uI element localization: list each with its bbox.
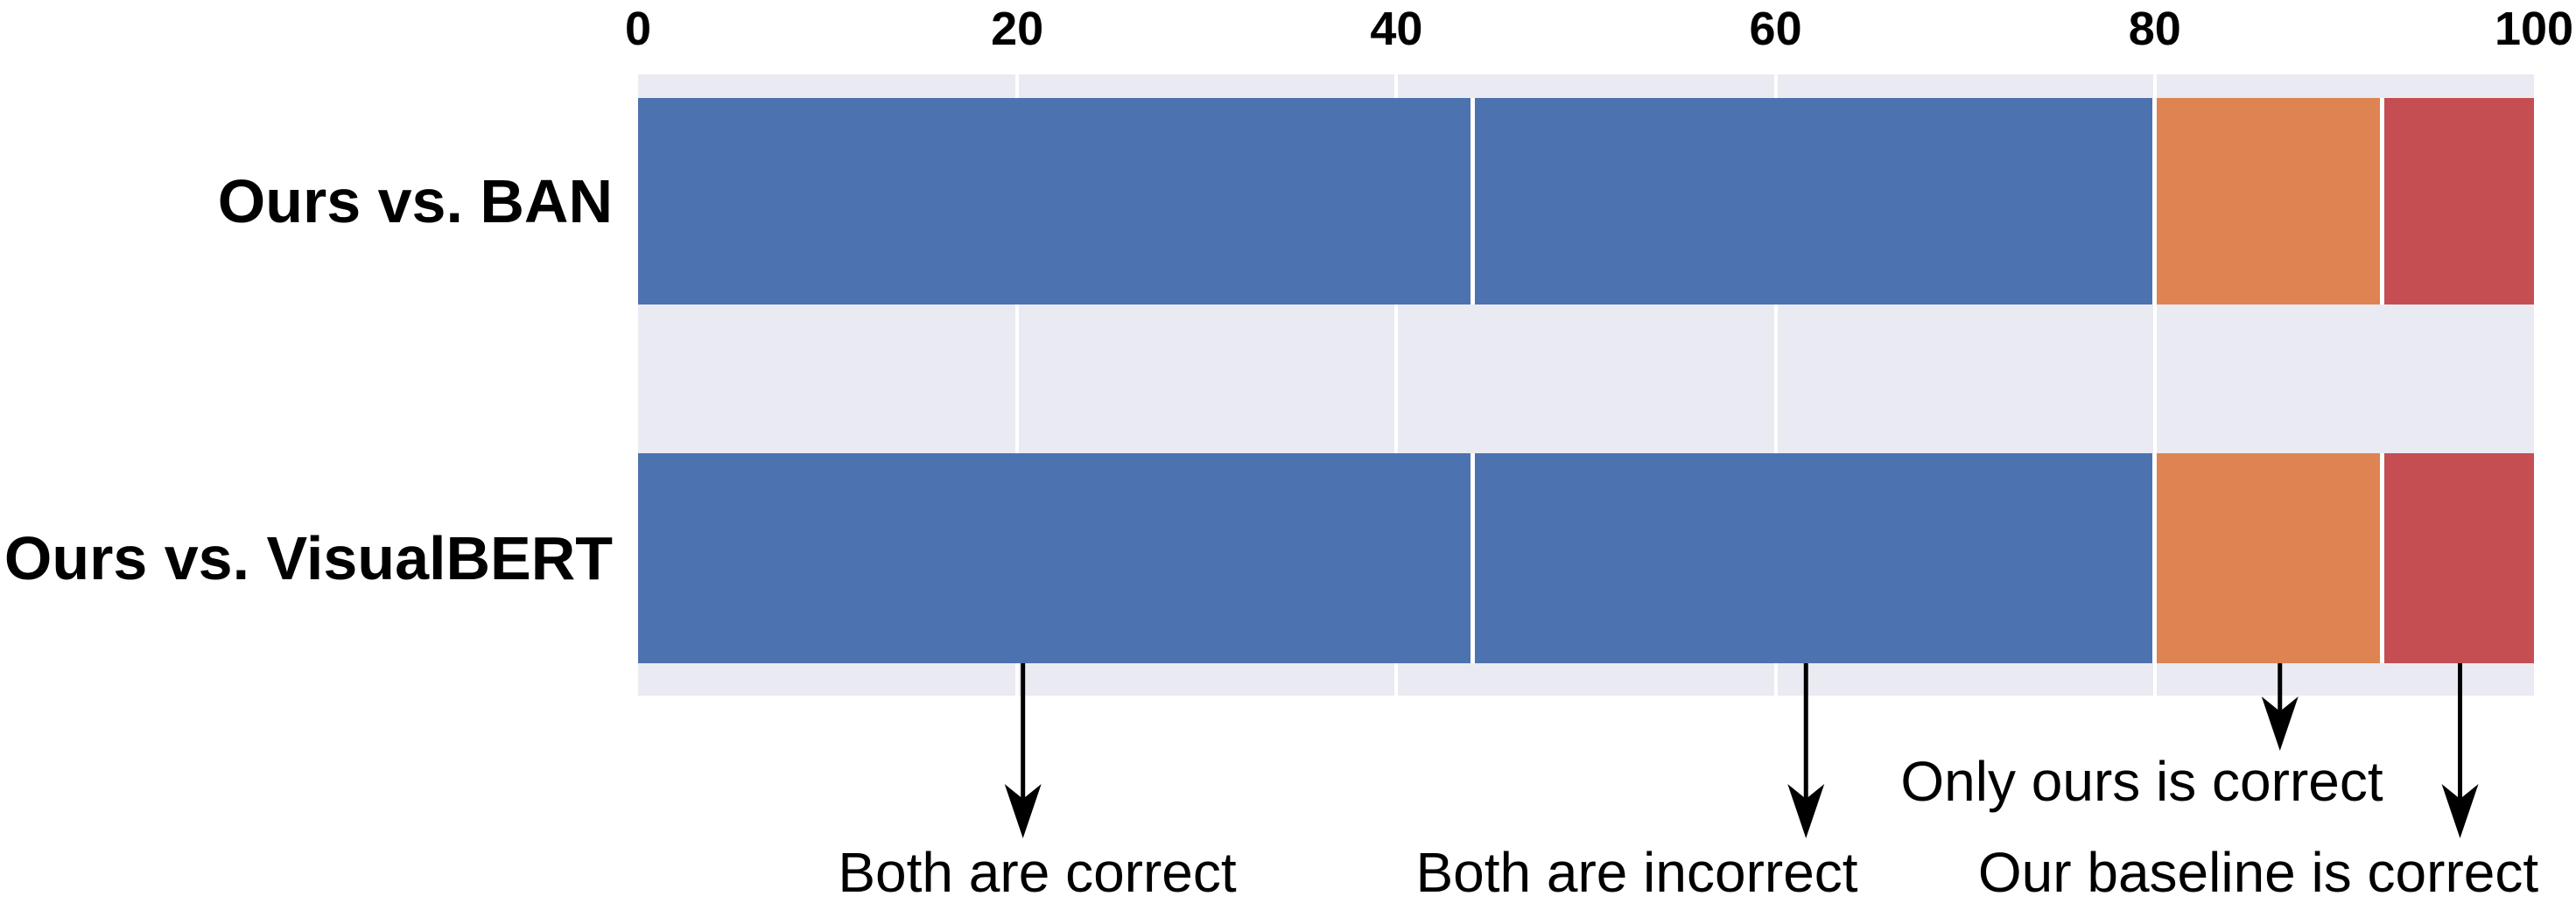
gridline-40 — [1394, 74, 1399, 696]
x-tick-label-20: 20 — [991, 3, 1044, 55]
annotation-label-our-baseline-is-correct: Our baseline is correct — [1977, 841, 2539, 904]
bar-ours-vs-ban — [638, 98, 2534, 304]
annotation-label-only-ours-is-correct: Only ours is correct — [1900, 750, 2383, 813]
bar-segment-ours-vs-ban-both-are-incorrect — [1474, 98, 2153, 304]
bar-segment-ours-vs-ban-both-are-correct — [638, 98, 1470, 304]
x-tick-label-40: 40 — [1370, 3, 1423, 55]
annotation-label-both-are-correct: Both are correct — [838, 841, 1237, 904]
bar-segment-ours-vs-visualbert-our-baseline-is-correct — [2384, 453, 2534, 663]
bar-segment-ours-vs-visualbert-both-are-correct — [638, 453, 1470, 663]
bar-ours-vs-visualbert — [638, 453, 2534, 663]
row-label-ours-vs-ban: Ours vs. BAN — [217, 167, 613, 235]
x-tick-label-100: 100 — [2494, 3, 2574, 55]
bar-segment-ours-vs-visualbert-both-are-incorrect — [1474, 453, 2153, 663]
annotation-label-both-are-incorrect: Both are incorrect — [1415, 841, 1858, 904]
bar-segment-ours-vs-ban-our-baseline-is-correct — [2384, 98, 2534, 304]
bar-segment-ours-vs-visualbert-only-ours-is-correct — [2157, 453, 2381, 663]
x-tick-label-60: 60 — [1749, 3, 1802, 55]
x-tick-label-80: 80 — [2128, 3, 2181, 55]
x-tick-label-0: 0 — [624, 3, 652, 55]
bar-segment-ours-vs-ban-only-ours-is-correct — [2157, 98, 2381, 304]
gridline-80 — [2152, 74, 2157, 696]
gridline-20 — [1015, 74, 1020, 696]
gridline-60 — [1773, 74, 1778, 696]
row-label-ours-vs-visualbert: Ours vs. VisualBERT — [4, 524, 613, 592]
